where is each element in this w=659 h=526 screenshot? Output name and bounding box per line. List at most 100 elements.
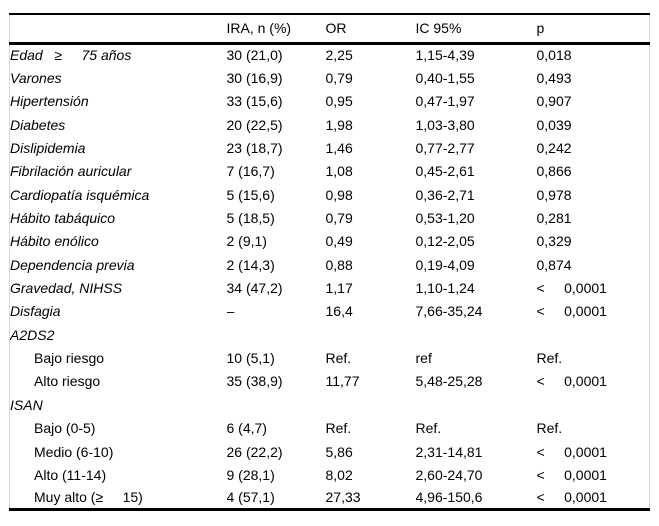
cell: 0,12-2,05 bbox=[415, 233, 475, 250]
cell: 5 (18,5) bbox=[226, 210, 275, 227]
cell: Ref. bbox=[536, 350, 563, 367]
row-label: Varones bbox=[10, 70, 62, 87]
table-row: Medio (6-10) 26 (22,2) 5,86 2,31-14,81 < 0,0… bbox=[10, 440, 650, 463]
column-header-4: p bbox=[536, 14, 650, 45]
table-body: Edad ≥ 75 años 30 (21,0) 2,25 1,15-4,39 0,01… bbox=[10, 43, 650, 510]
table-row: Hábito enólico 2 (9,1) 0,49 0,12-2,05 0,329 bbox=[10, 230, 650, 253]
cell: 30 (21,0) bbox=[226, 47, 283, 64]
row-label: Gravedad, NIHSS bbox=[10, 280, 123, 297]
cell: < 0,0001 bbox=[536, 280, 607, 297]
cell: 0,866 bbox=[536, 163, 572, 180]
cell: 0,49 bbox=[325, 233, 353, 250]
cell: < 0,0001 bbox=[536, 443, 607, 460]
cell: < 0,0001 bbox=[536, 303, 607, 320]
row-label: A2DS2 bbox=[10, 326, 55, 343]
cell: 0,874 bbox=[536, 256, 572, 273]
cell: 4 (57,1) bbox=[226, 489, 275, 506]
row-label: Fibrilación auricular bbox=[10, 163, 132, 180]
row-label: Hábito enólico bbox=[10, 233, 99, 250]
cell: 1,15-4,39 bbox=[415, 47, 475, 64]
cell: 35 (38,9) bbox=[226, 373, 283, 390]
cell: 0,281 bbox=[536, 210, 572, 227]
cell: 0,79 bbox=[325, 210, 353, 227]
row-label: Hábito tabáquico bbox=[10, 210, 116, 227]
table-row: Varones 30 (16,9) 0,79 0,40-1,55 0,493 bbox=[10, 66, 650, 89]
cell: Ref. bbox=[325, 420, 352, 437]
cell: 9 (28,1) bbox=[226, 466, 275, 483]
cell: 0,018 bbox=[536, 47, 572, 64]
cell: Ref. bbox=[325, 350, 352, 367]
cell: < 0,0001 bbox=[536, 373, 607, 390]
cell: ref bbox=[415, 350, 432, 367]
cell: 8,02 bbox=[325, 466, 353, 483]
table-row: A2DS2 bbox=[10, 323, 650, 346]
cell bbox=[326, 323, 416, 346]
cell: 5,86 bbox=[325, 443, 353, 460]
cell: 0,45-2,61 bbox=[415, 163, 475, 180]
table-row: Disfagia – 16,4 7,66-35,24 < 0,0001 bbox=[10, 300, 650, 323]
cell: 1,03-3,80 bbox=[415, 116, 475, 133]
table-row: Bajo (0-5) 6 (4,7) Ref. Ref. Ref. bbox=[10, 417, 650, 440]
row-label: Bajo (0-5) bbox=[34, 420, 96, 437]
cell bbox=[227, 393, 326, 416]
cell: < 0,0001 bbox=[536, 489, 607, 506]
row-label: Diabetes bbox=[10, 116, 66, 133]
table-row: Alto riesgo 35 (38,9) 11,77 5,48-25,28 < 0,0… bbox=[10, 370, 650, 393]
column-header-0 bbox=[9, 14, 227, 45]
table-row: ISAN bbox=[10, 393, 650, 416]
cell: 0,40-1,55 bbox=[415, 70, 475, 87]
column-header-3: IC 95% bbox=[415, 14, 537, 45]
cell: 34 (47,2) bbox=[226, 280, 283, 297]
cell: 10 (5,1) bbox=[226, 350, 275, 367]
table-row: Bajo riesgo 10 (5,1) Ref. ref Ref. bbox=[10, 346, 650, 369]
cell: 33 (15,6) bbox=[226, 93, 283, 110]
cell: 0,77-2,77 bbox=[415, 140, 475, 157]
cell: 2,60-24,70 bbox=[415, 466, 483, 483]
cell: 0,039 bbox=[536, 116, 572, 133]
table-row: Fibrilación auricular 7 (16,7) 1,08 0,45-2,… bbox=[10, 160, 650, 183]
table-row: Hábito tabáquico 5 (18,5) 0,79 0,53-1,20 0,2… bbox=[10, 206, 650, 229]
cell: 0,47-1,97 bbox=[415, 93, 475, 110]
cell: 2 (9,1) bbox=[226, 233, 267, 250]
cell bbox=[227, 323, 326, 346]
cell: 7,66-35,24 bbox=[415, 303, 483, 320]
table-row: Muy alto (≥ 15) 4 (57,1) 27,33 4,96-150,6 < … bbox=[10, 487, 650, 510]
cell: 6 (4,7) bbox=[226, 420, 267, 437]
cell bbox=[326, 393, 416, 416]
cell: 7 (16,7) bbox=[226, 163, 275, 180]
cell: 0,79 bbox=[325, 70, 353, 87]
cell: 1,17 bbox=[325, 280, 353, 297]
column-header-2: OR bbox=[325, 14, 416, 45]
table-row: Dislipidemia 23 (18,7) 1,46 0,77-2,77 0,242 bbox=[10, 136, 650, 159]
cell: 20 (22,5) bbox=[226, 116, 283, 133]
row-label: ISAN bbox=[10, 396, 43, 413]
cell: – bbox=[226, 303, 235, 320]
cell: 1,08 bbox=[325, 163, 353, 180]
cell: 16,4 bbox=[325, 303, 353, 320]
row-label: Bajo riesgo bbox=[34, 350, 105, 367]
cell: 5 (15,6) bbox=[226, 186, 275, 203]
row-label: Muy alto (≥ 15) bbox=[34, 489, 143, 506]
row-label: Medio (6-10) bbox=[34, 443, 114, 460]
row-label: Alto riesgo bbox=[34, 373, 101, 390]
cell: 2,31-14,81 bbox=[415, 443, 483, 460]
cell: Ref. bbox=[536, 420, 563, 437]
cell: 0,19-4,09 bbox=[415, 256, 475, 273]
table-row: Dependencia previa 2 (14,3) 0,88 0,19-4,09 0… bbox=[10, 253, 650, 276]
cell: 2 (14,3) bbox=[226, 256, 275, 273]
table-row: Diabetes 20 (22,5) 1,98 1,03-3,80 0,039 bbox=[10, 113, 650, 136]
cell: 0,95 bbox=[325, 93, 353, 110]
cell: 4,96-150,6 bbox=[415, 489, 483, 506]
cell: 26 (22,2) bbox=[226, 443, 283, 460]
row-label: Dependencia previa bbox=[10, 256, 135, 273]
cell: 0,53-1,20 bbox=[415, 210, 475, 227]
cell: 0,978 bbox=[536, 186, 572, 203]
cell: 0,907 bbox=[536, 93, 572, 110]
header-row: IRA, n (%) OR IC 95% p bbox=[9, 14, 650, 45]
cell: < 0,0001 bbox=[536, 466, 607, 483]
cell: 0,329 bbox=[536, 233, 572, 250]
row-label: Edad ≥ 75 años bbox=[10, 47, 132, 64]
row-label: Dislipidemia bbox=[10, 140, 86, 157]
cell: 11,77 bbox=[325, 373, 360, 390]
